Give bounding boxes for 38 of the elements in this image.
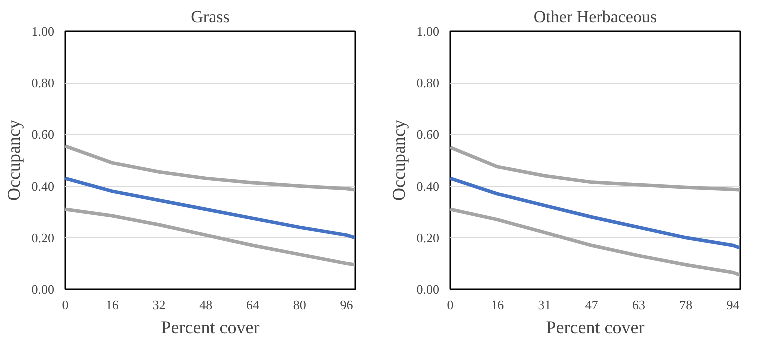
x-tick-label: 16 [491, 298, 505, 312]
y-tick-label: 0.60 [32, 127, 54, 142]
line-series [66, 208, 356, 267]
y-tick-label: 1.00 [32, 24, 54, 39]
x-tick-label: 63 [632, 298, 646, 312]
y-tick-label: 0.40 [416, 178, 440, 194]
line-series [66, 144, 356, 192]
x-tick-label: 0 [62, 298, 69, 312]
y-tick-label: 0.80 [32, 76, 54, 91]
x-axis-title: Percent cover [161, 318, 260, 338]
line-series [450, 146, 740, 192]
y-axis-title: Occupancy [388, 120, 409, 201]
y-tick-label: 1.00 [416, 24, 440, 39]
x-axis-title: Percent cover [546, 318, 645, 338]
x-tick-label: 47 [585, 298, 599, 312]
y-axis-title: Occupancy [4, 120, 24, 201]
y-tick-label: 0.00 [32, 282, 54, 297]
y-tick-label: 0.60 [416, 127, 440, 142]
x-tick-label: 48 [200, 298, 213, 312]
line-series [450, 208, 740, 278]
x-tick-label: 16 [106, 298, 120, 312]
y-tick-label: 0.00 [416, 282, 440, 297]
x-tick-label: 96 [340, 298, 354, 312]
x-tick-label: 64 [246, 298, 260, 312]
x-tick-label: 0 [447, 298, 454, 312]
line-series [66, 176, 356, 240]
line-series [450, 176, 740, 250]
y-tick-label: 0.40 [32, 178, 54, 194]
x-tick-label: 78 [680, 298, 693, 312]
chart-title: Grass [191, 8, 230, 26]
y-tick-label: 0.20 [416, 230, 440, 246]
y-tick-label: 0.20 [32, 230, 54, 246]
x-tick-label: 32 [152, 298, 166, 312]
x-tick-label: 31 [538, 298, 552, 312]
x-tick-label: 94 [726, 298, 740, 312]
y-tick-label: 0.80 [416, 76, 440, 91]
chart-title: Other Herbaceous [534, 8, 658, 26]
x-tick-label: 80 [293, 298, 306, 312]
